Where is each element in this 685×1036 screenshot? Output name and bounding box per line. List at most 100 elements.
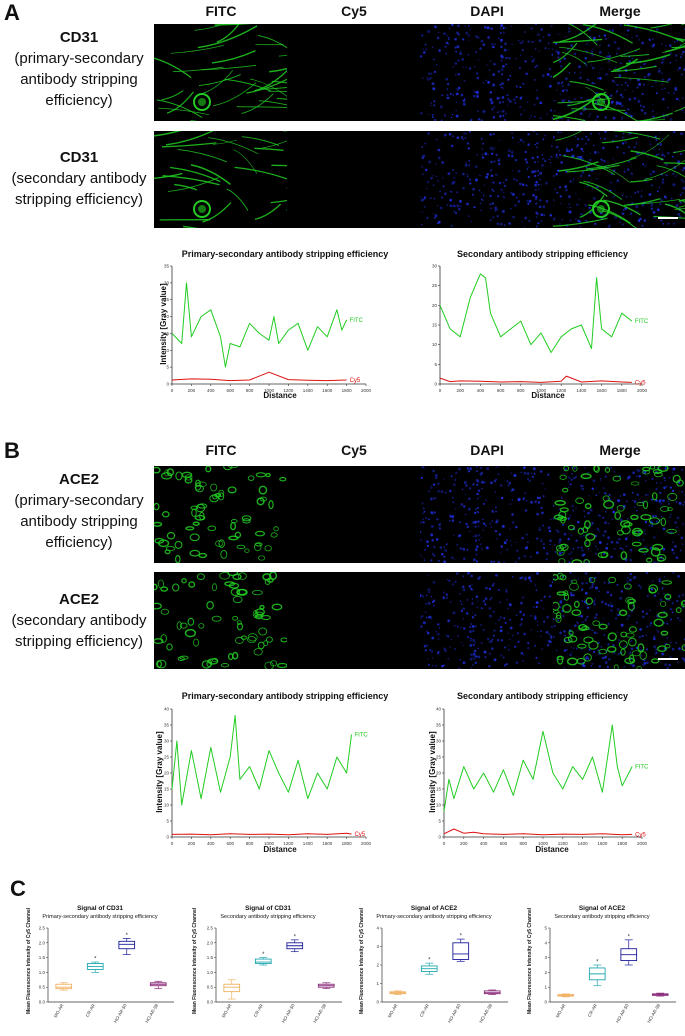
nucleus-dot <box>570 557 573 560</box>
nucleus-dot <box>680 56 682 59</box>
nucleus-dot <box>469 657 473 661</box>
nucleus-dot <box>534 197 538 201</box>
nucleus-dot <box>477 110 479 112</box>
nucleus-dot <box>491 202 495 205</box>
nucleus-dot <box>493 560 496 563</box>
nucleus-dot <box>660 516 663 518</box>
significance-star: * <box>428 958 431 964</box>
nucleus-dot <box>556 89 558 92</box>
nucleus-dot <box>506 104 509 107</box>
micrograph-background <box>287 131 420 228</box>
nucleus-dot <box>430 102 433 104</box>
nucleus-dot <box>437 180 439 182</box>
nucleus-dot <box>572 24 574 26</box>
nucleus-dot <box>551 48 553 50</box>
nucleus-dot <box>568 476 571 479</box>
nucleus-dot <box>493 63 496 66</box>
tubule-ring <box>664 593 672 600</box>
nucleus-dot <box>438 527 442 530</box>
nucleus-dot <box>535 96 539 100</box>
nucleus-dot <box>655 651 658 655</box>
nucleus-dot <box>677 68 680 71</box>
nucleus-dot <box>626 34 628 36</box>
nucleus-dot <box>461 488 464 491</box>
tubule-ring <box>179 622 188 629</box>
tubule-ring <box>556 655 564 661</box>
nucleus-dot <box>420 196 422 199</box>
x-category-label: CR-AR <box>253 1002 265 1017</box>
nucleus-dot <box>505 590 508 593</box>
nucleus-dot <box>511 152 513 154</box>
nucleus-dot <box>451 116 453 119</box>
vessel-stroke <box>650 24 673 29</box>
nucleus-dot <box>452 180 456 184</box>
nucleus-dot <box>528 219 531 222</box>
glomerulus-mark <box>597 205 605 213</box>
nucleus-dot <box>592 66 595 70</box>
nucleus-dot <box>494 209 497 212</box>
tubule-ring <box>584 503 592 510</box>
nucleus-dot <box>504 646 507 649</box>
nucleus-dot <box>587 525 590 528</box>
nucleus-dot <box>682 186 685 190</box>
nucleus-dot <box>423 196 427 199</box>
box-chart-cd31-primary: 0.00.51.01.52.02.5MO-AR*CR-AR*HO-AR-50 HO… <box>39 926 174 1024</box>
micrograph-texture <box>154 572 287 669</box>
nucleus-dot <box>511 521 515 524</box>
nucleus-dot <box>471 602 474 605</box>
nucleus-dot <box>613 471 616 473</box>
nucleus-dot <box>651 85 653 88</box>
nucleus-dot <box>476 606 479 609</box>
tubule-ring <box>270 532 278 538</box>
nucleus-dot <box>454 508 457 510</box>
nucleus-dot <box>464 513 467 516</box>
nucleus-dot <box>531 170 535 174</box>
tubule-ring <box>604 467 611 473</box>
nucleus-dot <box>654 80 657 83</box>
nucleus-dot <box>551 53 553 56</box>
nucleus-dot <box>501 82 504 85</box>
nucleus-dot <box>541 154 544 156</box>
series-label-fitc: FITC <box>635 765 649 771</box>
tubule-ring <box>220 663 230 668</box>
nucleus-dot <box>497 70 501 73</box>
nucleus-dot <box>651 38 654 40</box>
nucleus-dot <box>638 498 640 500</box>
nucleus-dot <box>421 34 424 37</box>
nucleus-dot <box>669 618 673 621</box>
micrograph-texture <box>553 466 685 563</box>
x-tick-label: 400 <box>207 841 215 846</box>
tubule-ring <box>258 555 266 561</box>
nucleus-dot <box>505 588 508 591</box>
nucleus-dot <box>508 57 511 60</box>
nucleus-dot <box>535 589 538 591</box>
x-axis-label: Distance <box>263 391 297 400</box>
tubule-ring <box>636 666 642 669</box>
nucleus-dot <box>621 212 625 215</box>
nucleus-dot <box>620 624 624 627</box>
nucleus-dot <box>524 576 528 580</box>
nucleus-dot <box>549 214 553 217</box>
nucleus-dot <box>441 177 444 179</box>
tubule-ring <box>630 514 639 520</box>
nucleus-dot <box>629 78 632 81</box>
nucleus-dot <box>549 543 551 546</box>
x-tick-label: 1600 <box>322 841 333 846</box>
nucleus-dot <box>569 653 572 656</box>
nucleus-dot <box>509 74 512 77</box>
nucleus-dot <box>492 216 495 219</box>
nucleus-dot <box>493 583 495 585</box>
nucleus-dot <box>593 600 596 603</box>
tubule-ring <box>220 549 228 559</box>
nucleus-dot <box>420 112 423 115</box>
nucleus-dot <box>581 663 585 667</box>
nucleus-dot <box>474 614 477 617</box>
nucleus-dot <box>535 216 538 219</box>
nucleus-dot <box>451 24 454 26</box>
nucleus-dot <box>476 506 480 509</box>
nucleus-dot <box>672 572 675 574</box>
nucleus-dot <box>604 492 607 495</box>
row-label-line: (primary-secondary <box>14 50 144 67</box>
nucleus-dot <box>481 548 483 550</box>
nucleus-dot <box>425 540 429 544</box>
